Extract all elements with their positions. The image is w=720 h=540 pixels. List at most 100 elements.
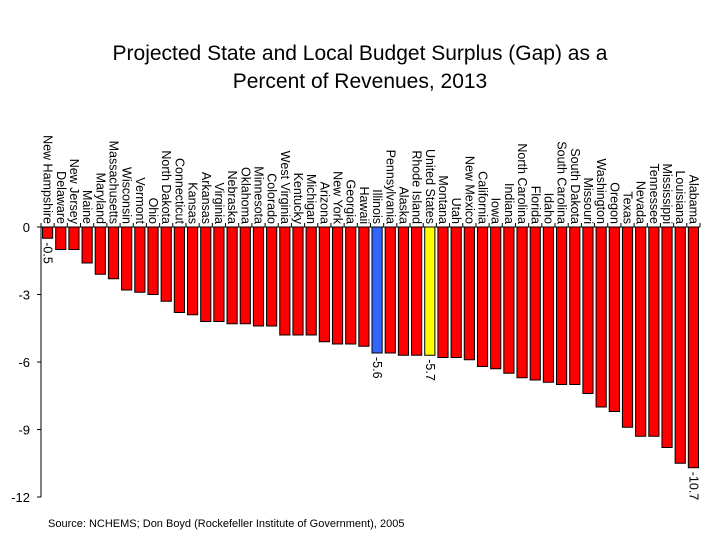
bar <box>648 226 660 437</box>
category-label: Maine <box>80 190 94 224</box>
bar <box>424 226 436 356</box>
bar <box>569 226 581 385</box>
category-label: Wisconsin <box>120 167 134 224</box>
y-tick-label: -12 <box>11 490 30 505</box>
bar <box>503 226 515 374</box>
bar <box>476 226 489 367</box>
y-tick-label: -9 <box>18 423 30 438</box>
category-label: Kentucky <box>291 173 305 225</box>
bar <box>542 226 555 383</box>
category-label: Missouri <box>581 177 595 224</box>
bar <box>279 226 291 336</box>
category-label: California <box>476 171 490 224</box>
category-label: United States <box>423 149 437 224</box>
bar <box>94 226 106 275</box>
bar <box>266 226 278 327</box>
category-label: New Hampshire <box>41 135 55 224</box>
bar <box>200 226 212 322</box>
category-label: New Jersey <box>67 159 81 225</box>
category-label: Minnesota <box>251 166 265 224</box>
category-label: North Dakota <box>159 150 173 224</box>
category-label: Indiana <box>502 183 516 224</box>
bar <box>252 226 265 327</box>
category-label: Alabama <box>686 175 700 224</box>
bar <box>305 226 317 336</box>
bar <box>490 226 502 370</box>
category-label: Rhode Island <box>410 150 424 224</box>
data-label: -0.5 <box>41 242 55 264</box>
category-label: Kansas <box>186 182 200 224</box>
y-tick-label: 0 <box>23 220 30 235</box>
bar <box>661 226 673 448</box>
bar <box>160 226 172 302</box>
category-label: Montana <box>436 175 450 224</box>
category-label: Tennessee <box>647 164 661 225</box>
category-label: Ohio <box>146 198 160 224</box>
data-label: -5.7 <box>423 359 437 381</box>
category-label: Colorado <box>265 173 279 224</box>
bar <box>397 226 410 356</box>
source-note: Source: NCHEMS; Don Boyd (Rockefeller In… <box>48 518 404 530</box>
bar <box>384 226 396 354</box>
bar <box>371 226 383 354</box>
category-label: West Virginia <box>278 151 292 224</box>
category-label: Alaska <box>396 186 410 224</box>
bar <box>55 226 67 250</box>
category-label: New York <box>331 171 345 225</box>
category-label: Hawaii <box>357 186 371 224</box>
chart-title-line-2: Percent of Revenues, 2013 <box>233 70 488 93</box>
category-label: Maryland <box>93 173 107 224</box>
category-label: Delaware <box>54 171 68 224</box>
category-label: Idaho <box>541 193 555 224</box>
data-label: -10.7 <box>686 472 700 501</box>
category-label: Illinois <box>370 189 384 224</box>
bar <box>318 226 330 343</box>
bar <box>411 226 423 356</box>
category-label: Texas <box>621 191 635 224</box>
bar <box>674 226 686 464</box>
bar <box>345 226 357 345</box>
bar <box>608 226 620 412</box>
bar <box>173 226 185 313</box>
y-tick-label: -3 <box>18 288 30 303</box>
bar <box>107 226 120 280</box>
bars: New Hampshire -0.5 Delaware New Jersey Maine… <box>41 135 701 500</box>
bar <box>68 226 80 250</box>
bar <box>687 226 700 469</box>
bar <box>582 226 594 394</box>
category-label: Utah <box>449 198 463 224</box>
category-label: Vermont <box>133 177 147 224</box>
category-label: Oklahoma <box>238 167 252 224</box>
bar <box>186 226 199 316</box>
y-axis: 0 -3 -6 -9 -12 <box>11 220 701 505</box>
bar <box>239 226 251 325</box>
category-label: Virginia <box>212 183 226 225</box>
bar <box>121 226 133 291</box>
y-tick-label: -6 <box>18 355 30 370</box>
bar <box>516 226 528 379</box>
category-label: Florida <box>528 186 542 224</box>
category-label: Georgia <box>344 180 358 225</box>
category-label: Pennsylvania <box>383 150 397 224</box>
bar <box>437 226 449 358</box>
category-label: Michigan <box>304 174 318 224</box>
bar <box>81 226 93 264</box>
bar <box>621 226 634 428</box>
category-label: South Carolina <box>555 141 569 224</box>
bar <box>529 226 541 381</box>
bar <box>147 226 159 295</box>
category-label: Iowa <box>489 198 503 224</box>
category-label: Arkansas <box>199 172 213 224</box>
bar <box>292 226 304 336</box>
bar <box>556 226 568 385</box>
bar <box>595 226 607 408</box>
category-label: Nevada <box>634 181 648 224</box>
category-label: Massachusetts <box>106 141 120 224</box>
category-label: Arizona <box>317 182 331 224</box>
bar <box>463 226 475 361</box>
category-label: Mississippi <box>660 164 674 224</box>
category-label: Louisiana <box>673 170 687 224</box>
chart-title-line-1: Projected State and Local Budget Surplus… <box>113 42 608 65</box>
data-label: -5.6 <box>370 357 384 379</box>
